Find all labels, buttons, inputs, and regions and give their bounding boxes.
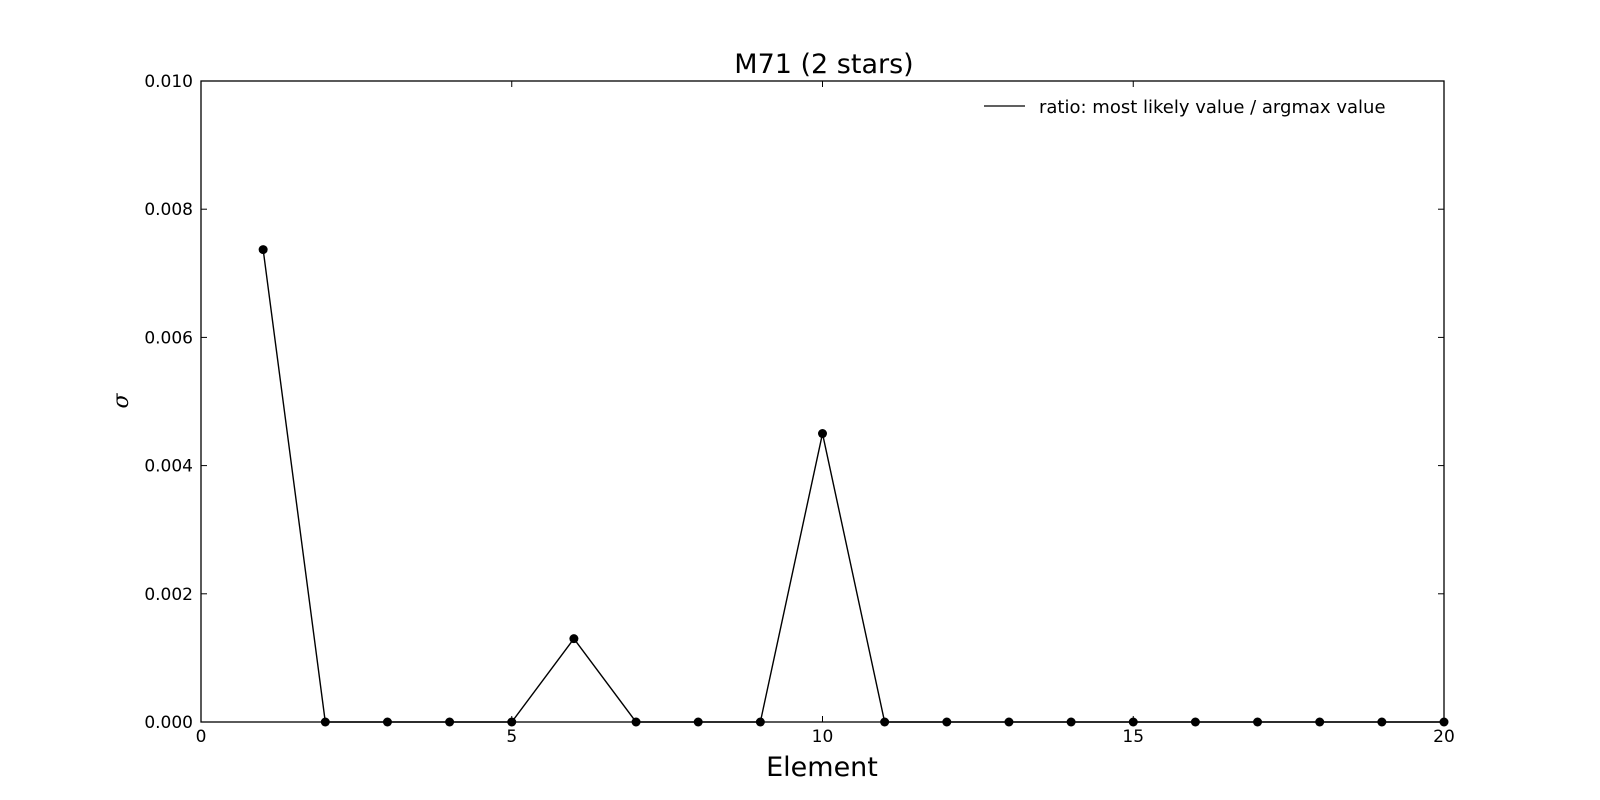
data-point — [755, 717, 765, 727]
y-tick-label: 0.002 — [144, 585, 193, 605]
data-point — [1004, 717, 1014, 727]
legend-label: ratio: most likely value / argmax value — [1039, 97, 1386, 118]
x-tick-label: 20 — [1433, 727, 1455, 747]
data-point — [569, 634, 579, 644]
y-tick-label: 0.004 — [144, 457, 193, 477]
y-ticks: 0.000 0.002 0.004 0.006 0.008 0.010 — [144, 72, 1444, 733]
plot-frame — [200, 80, 1445, 723]
data-point — [258, 245, 268, 255]
series-line — [262, 249, 1444, 723]
y-tick-label: 0.000 — [144, 713, 193, 733]
x-axis-label: Element — [766, 752, 878, 783]
data-point — [1253, 717, 1263, 727]
data-point — [1066, 717, 1076, 727]
data-point — [942, 717, 952, 727]
data-point — [382, 717, 392, 727]
data-point — [880, 717, 890, 727]
data-point — [445, 717, 455, 727]
data-point — [818, 429, 827, 439]
series-layer — [258, 245, 1449, 727]
legend: ratio: most likely value / argmax value — [984, 97, 1386, 118]
data-point — [320, 717, 330, 727]
data-point — [693, 717, 703, 727]
x-tick-label: 10 — [812, 727, 834, 747]
y-tick-label: 0.010 — [144, 72, 193, 92]
data-point — [1190, 717, 1200, 727]
data-point — [1315, 717, 1325, 727]
x-tick-label: 0 — [196, 727, 207, 747]
y-axis-label: σ — [109, 393, 134, 409]
data-point — [1439, 717, 1449, 727]
y-tick-label: 0.008 — [144, 200, 193, 220]
y-tick-label: 0.006 — [144, 328, 193, 348]
data-point — [1128, 717, 1138, 727]
data-point — [507, 717, 517, 727]
data-point — [1377, 717, 1387, 727]
x-tick-label: 5 — [506, 727, 517, 747]
x-tick-label: 15 — [1122, 727, 1144, 747]
data-point — [631, 717, 641, 727]
x-ticks: 0 5 10 15 20 — [196, 81, 1455, 747]
chart-title: M71 (2 stars) — [734, 49, 913, 80]
